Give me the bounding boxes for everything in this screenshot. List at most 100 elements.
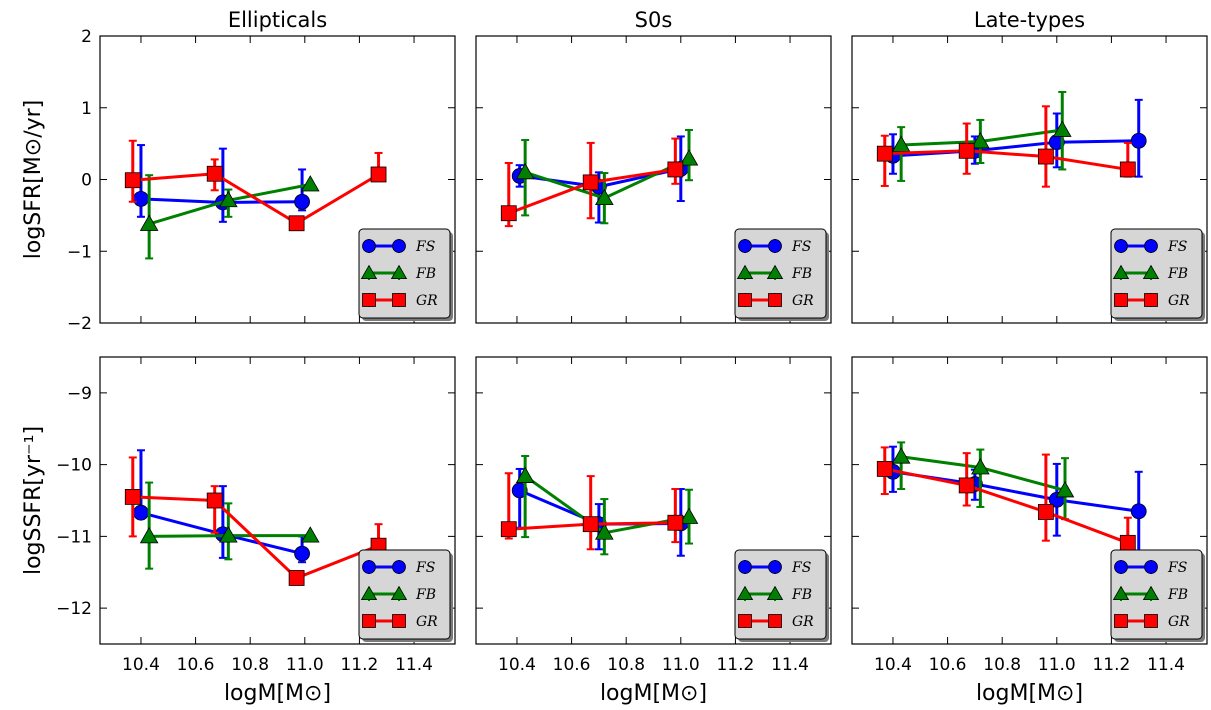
legend-marker [768,239,782,253]
legend-marker [766,264,784,280]
legend-marker [738,293,752,307]
data-point [288,570,305,586]
legend: FS FB GR [1110,228,1205,321]
panel-top-middle: S0s FS FB GR [475,8,832,324]
series-GR [500,137,684,228]
legend-marker [1112,585,1130,601]
y-tick-label: 1 [81,99,92,119]
legend-marker [362,239,376,253]
x-axis-label: logM[M⊙] [224,681,331,706]
legend-label: FB [791,266,812,282]
series-GR [124,456,387,586]
x-tick-label: 10.8 [607,655,645,675]
data-point [1119,534,1136,551]
legend-label: FS [1167,239,1187,255]
legend-marker [768,293,782,307]
legend-marker [768,560,782,574]
data-point [958,477,975,494]
x-tick-label: 10.6 [929,655,967,675]
data-point [1130,503,1147,520]
data-point [500,521,517,538]
x-tick-label: 11.2 [1092,655,1130,675]
legend-marker [736,585,754,601]
panel-bottom-left: 10.4 10.6 10.8 11.0 11.2 11.4 −9 −10 −11 −12 logM[… [21,356,456,706]
data-point [133,190,149,207]
series-line [132,495,380,580]
legend-marker [392,293,406,307]
legend-marker [738,560,752,574]
legend-marker [1142,585,1160,601]
legend-marker [1114,293,1128,307]
legend-label: GR [792,293,814,309]
x-tick-label: 10.4 [122,655,160,675]
legend-marker [768,614,782,628]
data-point [206,492,223,509]
legend-box [734,549,827,640]
legend-marker [1142,264,1160,280]
data-point [667,161,684,178]
data-point [124,172,141,189]
panel-bottom-right: 10.4 10.6 10.8 11.0 11.2 11.4 logM[M⊙] FS FB GR [851,356,1208,706]
data-point [1037,504,1054,520]
data-point [891,447,911,464]
legend-marker [1114,614,1128,628]
series-FB [891,441,1075,521]
legend-box [358,228,451,319]
legend-label: FS [791,560,811,576]
data-point [891,135,911,152]
legend-label: FB [415,266,436,282]
legend-marker [360,585,378,601]
data-point [679,149,699,166]
data-point [294,193,310,210]
legend-label: FS [1167,560,1187,576]
data-point [679,507,699,524]
legend-box [358,549,451,640]
data-point [219,526,238,543]
x-tick-label: 11.2 [716,655,754,675]
legend: FS FB GR [1110,549,1205,642]
legend-marker [738,239,752,253]
legend-marker [736,264,754,280]
y-tick-label: 0 [81,171,92,191]
data-point [133,504,149,521]
legend: FS FB GR [734,228,829,321]
panel-title: S0s [635,8,673,32]
data-point [582,174,599,191]
legend-label: FS [415,560,435,576]
x-tick-label: 11.0 [662,655,700,675]
panel-bottom-middle: 10.4 10.6 10.8 11.0 11.2 11.4 logM[M⊙] FS FB GR [475,356,832,706]
data-point [1052,120,1072,137]
x-axis-label: logM[M⊙] [976,681,1083,706]
data-point [139,214,159,231]
series-FB [515,455,699,556]
data-point [124,489,141,505]
x-tick-label: 10.8 [231,655,269,675]
x-tick-label: 10.4 [874,655,912,675]
legend-marker [1112,264,1130,280]
legend-marker [1114,560,1128,574]
legend-label: FB [1167,587,1188,603]
data-point [515,466,535,483]
series-GR [876,105,1136,188]
panel-title: Late-types [974,8,1085,32]
data-point [958,142,975,159]
data-point [1119,161,1136,178]
legend-marker [390,585,408,601]
legend-marker [1144,293,1158,307]
panel-top-right: Late-types FS FB GR [851,8,1208,324]
y-tick-label: −12 [56,599,92,619]
data-point [294,545,310,562]
x-tick-label: 10.8 [983,655,1021,675]
legend-label: FB [415,587,436,603]
legend-marker [362,293,376,307]
legend-marker [392,239,406,253]
data-point [300,175,320,192]
legend-label: GR [416,293,438,309]
legend-label: GR [1168,293,1190,309]
legend-label: GR [792,614,814,630]
legend: FS FB GR [358,549,453,642]
y-tick-label: 2 [81,27,92,47]
x-tick-label: 11.4 [1147,655,1185,675]
data-point [139,526,159,544]
